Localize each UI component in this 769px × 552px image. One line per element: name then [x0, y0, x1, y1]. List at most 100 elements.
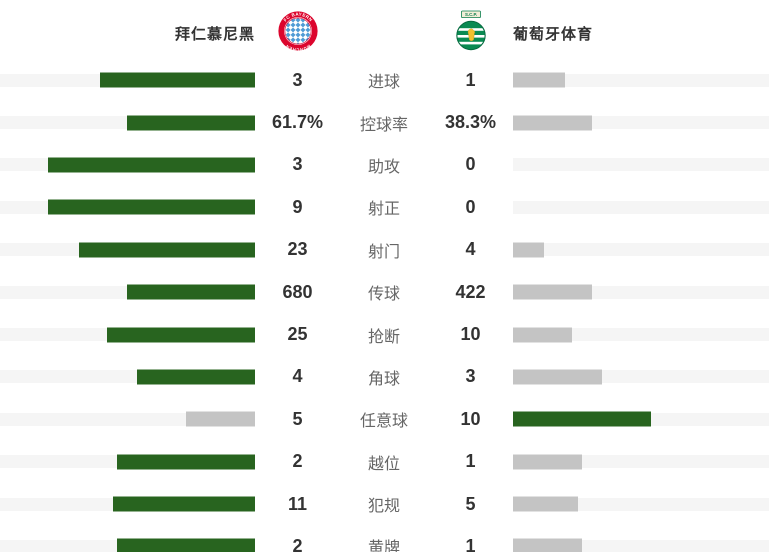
away-bar-track [513, 327, 769, 343]
away-stat-bar [513, 284, 592, 300]
stat-label: 射正 [367, 201, 400, 219]
away-bar-track [513, 284, 769, 300]
home-stat-bar [186, 411, 255, 427]
match-header: 拜仁慕尼黑 FC BAYERN [0, 0, 769, 59]
away-bar-track [513, 72, 769, 88]
stat-label: 犯规 [367, 498, 400, 516]
stat-label: 抢断 [367, 328, 400, 346]
stat-label: 进球 [367, 74, 400, 92]
away-stat-value: 422 [455, 281, 486, 302]
home-stat-bar [127, 284, 255, 300]
home-bar-track [0, 327, 255, 343]
away-stat-value: 1 [465, 69, 476, 90]
home-stat-value: 25 [287, 324, 308, 345]
away-bar-track [513, 411, 769, 427]
home-stat-value: 23 [287, 239, 308, 260]
away-stat-value: 4 [465, 239, 476, 260]
bayern-munich-crest-icon: FC BAYERN MÜNCHEN [277, 10, 318, 56]
stat-row: 23 射门 4 [0, 229, 769, 271]
away-stat-bar [513, 242, 544, 258]
away-bar-track [513, 369, 769, 385]
home-stat-value: 61.7% [271, 112, 324, 133]
stat-label: 角球 [367, 370, 400, 388]
home-bar-track [0, 369, 255, 385]
away-stat-value: 5 [465, 493, 476, 514]
home-bar-track [0, 496, 255, 512]
home-stat-value: 3 [292, 69, 303, 90]
stat-label: 任意球 [359, 413, 408, 431]
away-stat-bar [513, 327, 572, 343]
away-bar-track [513, 158, 769, 172]
away-stat-bar [513, 454, 582, 470]
stat-row: 3 进球 1 [0, 59, 769, 101]
away-stat-bar [513, 369, 602, 385]
stat-row: 5 任意球 10 [0, 398, 769, 440]
svg-text:S.C.P.: S.C.P. [464, 12, 476, 17]
away-bar-track [513, 200, 769, 214]
home-stat-bar [127, 115, 255, 131]
home-stat-value: 9 [292, 196, 303, 217]
home-bar-track [0, 115, 255, 131]
away-stat-value: 3 [465, 366, 476, 387]
away-bar-track [513, 496, 769, 512]
home-bar-track [0, 284, 255, 300]
away-stat-bar [513, 72, 565, 88]
home-bar-track [0, 242, 255, 258]
away-bar-track [513, 454, 769, 470]
away-stat-value: 0 [465, 154, 476, 175]
away-stat-value: 1 [465, 535, 476, 552]
away-stat-value: 1 [465, 451, 476, 472]
home-stat-value: 4 [292, 366, 303, 387]
stat-row: 2 越位 1 [0, 441, 769, 483]
home-bar-track [0, 199, 255, 215]
home-stat-value: 2 [292, 535, 303, 552]
home-bar-track [0, 72, 255, 88]
home-stat-value: 11 [287, 493, 308, 514]
away-stat-value: 0 [465, 196, 476, 217]
stat-row: 680 传球 422 [0, 271, 769, 313]
svg-text:MÜNCHEN: MÜNCHEN [284, 43, 311, 50]
away-stat-bar [513, 115, 592, 131]
stat-row: 11 犯规 5 [0, 483, 769, 525]
away-bar-track [513, 538, 769, 552]
stat-row: 25 抢断 10 [0, 313, 769, 355]
home-bar-track [0, 411, 255, 427]
home-stat-bar [48, 199, 255, 215]
home-stat-bar [79, 242, 255, 258]
away-stat-value: 10 [460, 408, 481, 429]
stat-row: 4 角球 3 [0, 356, 769, 398]
stats-rows: 3 进球 1 61.7% 控球率 38.3% 3 助攻 0 9 射正 [0, 59, 769, 552]
stat-label: 助攻 [367, 158, 400, 176]
away-team-name: 葡萄牙体育 [513, 25, 594, 43]
home-bar-track [0, 157, 255, 173]
home-bar-track [0, 538, 255, 552]
stat-label: 越位 [367, 455, 400, 473]
home-stat-bar [100, 72, 255, 88]
stat-label: 黄牌 [367, 540, 400, 552]
home-stat-value: 5 [292, 408, 303, 429]
home-team-name: 拜仁慕尼黑 [174, 25, 255, 43]
stat-row: 61.7% 控球率 38.3% [0, 101, 769, 143]
home-stat-bar [48, 157, 255, 173]
home-stat-value: 3 [292, 154, 303, 175]
stat-row: 2 黄牌 1 [0, 525, 769, 552]
stat-row: 9 射正 0 [0, 186, 769, 228]
away-stat-bar [513, 411, 651, 427]
away-stat-value: 38.3% [444, 112, 497, 133]
home-stat-bar [107, 327, 255, 343]
stat-row: 3 助攻 0 [0, 144, 769, 186]
stat-label: 射门 [367, 243, 400, 261]
home-stat-bar [137, 369, 255, 385]
home-stat-value: 2 [292, 451, 303, 472]
home-bar-track [0, 454, 255, 470]
stat-label: 传球 [367, 286, 400, 304]
home-stat-value: 680 [282, 281, 313, 302]
away-crest-wrap: S.C.P. [428, 10, 513, 57]
home-stat-bar [113, 496, 255, 512]
sporting-cp-crest-icon: S.C.P. [454, 10, 488, 57]
stat-label: 控球率 [359, 116, 408, 134]
away-stat-value: 10 [460, 324, 481, 345]
away-bar-track [513, 242, 769, 258]
home-stat-bar [117, 454, 255, 470]
